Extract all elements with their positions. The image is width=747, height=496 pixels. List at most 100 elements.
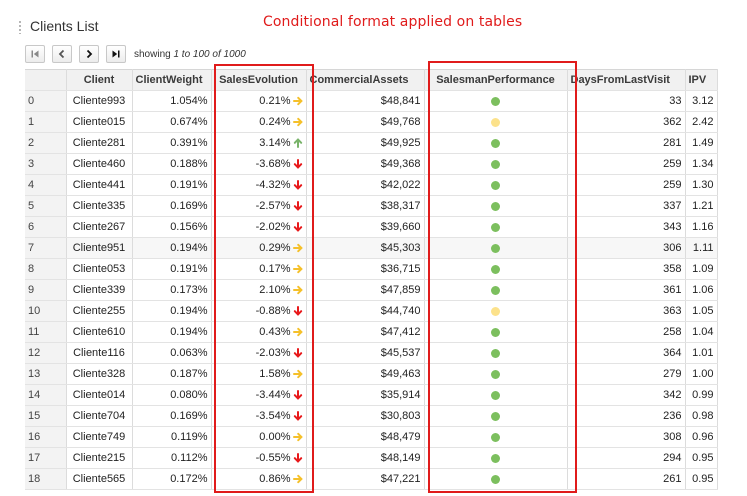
sales-evolution-value: 0.17% xyxy=(259,263,291,275)
client-cell: Cliente328 xyxy=(66,363,133,385)
salesman-performance-cell xyxy=(424,342,568,364)
ipv-cell: 0.96 xyxy=(685,426,718,448)
table-row[interactable]: 4 Cliente441 0.191% -4.32% $42,022 259 1.30 xyxy=(25,174,718,196)
table-row[interactable]: 17 Cliente215 0.112% -0.55% $48,149 294 0.95 xyxy=(25,447,718,469)
client-weight-cell: 0.191% xyxy=(132,174,212,196)
days-from-last-visit-cell: 258 xyxy=(567,321,686,343)
performance-dot-green-icon xyxy=(491,159,500,169)
days-from-last-visit-cell: 259 xyxy=(567,174,686,196)
sales-evolution-cell: 0.29% xyxy=(211,237,307,259)
client-weight-cell: 0.173% xyxy=(132,279,212,301)
next-page-icon xyxy=(86,49,93,59)
last-page-button[interactable] xyxy=(106,45,126,63)
table-row[interactable]: 9 Cliente339 0.173% 2.10% $47,859 361 1.06 xyxy=(25,279,718,301)
row-index: 15 xyxy=(25,405,67,427)
column-header-idx[interactable] xyxy=(25,69,67,91)
previous-page-button[interactable] xyxy=(52,45,72,63)
client-cell: Cliente749 xyxy=(66,426,133,448)
drag-handle-icon[interactable] xyxy=(18,20,22,34)
performance-dot-green-icon xyxy=(491,327,500,337)
client-weight-cell: 0.191% xyxy=(132,258,212,280)
client-cell: Cliente951 xyxy=(66,237,133,259)
sales-evolution-value: -2.02% xyxy=(255,221,291,233)
arrow-flat-icon xyxy=(292,243,303,253)
row-index: 3 xyxy=(25,153,67,175)
sales-evolution-value: 2.10% xyxy=(259,284,291,296)
sales-evolution-cell: 0.21% xyxy=(211,90,307,112)
client-weight-cell: 0.172% xyxy=(132,468,212,490)
table-row[interactable]: 6 Cliente267 0.156% -2.02% $39,660 343 1.16 xyxy=(25,216,718,238)
pagination-range: 1 to 100 of 1000 xyxy=(173,48,246,60)
table-row[interactable]: 18 Cliente565 0.172% 0.86% $47,221 261 0.95 xyxy=(25,468,718,490)
performance-dot-green-icon xyxy=(491,474,500,484)
table-row[interactable]: 2 Cliente281 0.391% 3.14% $49,925 281 1.49 xyxy=(25,132,718,154)
table-row[interactable]: 1 Cliente015 0.674% 0.24% $49,768 362 2.42 xyxy=(25,111,718,133)
sales-evolution-cell: 2.10% xyxy=(211,279,307,301)
performance-dot-green-icon xyxy=(491,390,500,400)
sales-evolution-value: -2.57% xyxy=(255,200,291,212)
client-cell: Cliente993 xyxy=(66,90,133,112)
client-cell: Cliente215 xyxy=(66,447,133,469)
days-from-last-visit-cell: 363 xyxy=(567,300,686,322)
client-weight-cell: 0.194% xyxy=(132,300,212,322)
salesman-performance-cell xyxy=(424,174,568,196)
sales-evolution-value: -2.03% xyxy=(255,347,291,359)
arrow-flat-icon xyxy=(292,327,303,337)
table-row[interactable]: 7 Cliente951 0.194% 0.29% $45,303 306 1.11 xyxy=(25,237,718,259)
client-weight-cell: 0.391% xyxy=(132,132,212,154)
table-row[interactable]: 5 Cliente335 0.169% -2.57% $38,317 337 1.21 xyxy=(25,195,718,217)
client-cell: Cliente116 xyxy=(66,342,133,364)
client-cell: Cliente441 xyxy=(66,174,133,196)
column-header-assets[interactable]: CommercialAssets xyxy=(306,69,425,91)
ipv-cell: 1.04 xyxy=(685,321,718,343)
column-header-ipv[interactable]: IPV xyxy=(685,69,718,91)
table-row[interactable]: 14 Cliente014 0.080% -3.44% $35,914 342 0.99 xyxy=(25,384,718,406)
client-cell: Cliente255 xyxy=(66,300,133,322)
ipv-cell: 1.01 xyxy=(685,342,718,364)
next-page-button[interactable] xyxy=(79,45,99,63)
column-header-sales[interactable]: SalesEvolution xyxy=(211,69,307,91)
column-header-perf[interactable]: SalesmanPerformance xyxy=(424,69,568,91)
column-header-days[interactable]: DaysFromLastVisit xyxy=(567,69,686,91)
client-weight-cell: 0.063% xyxy=(132,342,212,364)
client-cell: Cliente460 xyxy=(66,153,133,175)
arrow-down-icon xyxy=(293,390,302,400)
ipv-cell: 1.21 xyxy=(685,195,718,217)
client-weight-cell: 0.080% xyxy=(132,384,212,406)
performance-dot-green-icon xyxy=(491,138,500,148)
client-weight-cell: 0.119% xyxy=(132,426,212,448)
sales-evolution-value: -3.68% xyxy=(255,158,291,170)
table-row[interactable]: 10 Cliente255 0.194% -0.88% $44,740 363 1.05 xyxy=(25,300,718,322)
first-page-icon xyxy=(31,50,39,58)
sales-evolution-cell: -3.54% xyxy=(211,405,307,427)
previous-page-icon xyxy=(58,49,65,59)
table-row[interactable]: 3 Cliente460 0.188% -3.68% $49,368 259 1.34 xyxy=(25,153,718,175)
salesman-performance-cell xyxy=(424,468,568,490)
arrow-down-icon xyxy=(293,222,302,232)
column-header-weight[interactable]: ClientWeight xyxy=(132,69,212,91)
sales-evolution-value: 0.29% xyxy=(259,242,291,254)
table-row[interactable]: 11 Cliente610 0.194% 0.43% $47,412 258 1.04 xyxy=(25,321,718,343)
ipv-cell: 1.06 xyxy=(685,279,718,301)
sales-evolution-value: 0.43% xyxy=(259,326,291,338)
days-from-last-visit-cell: 343 xyxy=(567,216,686,238)
table-row[interactable]: 0 Cliente993 1.054% 0.21% $48,841 33 3.12 xyxy=(25,90,718,112)
table-row[interactable]: 16 Cliente749 0.119% 0.00% $48,479 308 0.96 xyxy=(25,426,718,448)
table-row[interactable]: 8 Cliente053 0.191% 0.17% $36,715 358 1.09 xyxy=(25,258,718,280)
performance-dot-green-icon xyxy=(491,180,500,190)
table-row[interactable]: 13 Cliente328 0.187% 1.58% $49,463 279 1.00 xyxy=(25,363,718,385)
days-from-last-visit-cell: 342 xyxy=(567,384,686,406)
commercial-assets-cell: $49,768 xyxy=(306,111,425,133)
salesman-performance-cell xyxy=(424,258,568,280)
performance-dot-green-icon xyxy=(491,285,500,295)
table-row[interactable]: 15 Cliente704 0.169% -3.54% $30,803 236 0.98 xyxy=(25,405,718,427)
column-header-client[interactable]: Client xyxy=(66,69,133,91)
days-from-last-visit-cell: 364 xyxy=(567,342,686,364)
table-header-row: Client ClientWeight SalesEvolution Commerci… xyxy=(25,69,718,91)
salesman-performance-cell xyxy=(424,405,568,427)
arrow-flat-icon xyxy=(292,432,303,442)
commercial-assets-cell: $44,740 xyxy=(306,300,425,322)
table-row[interactable]: 12 Cliente116 0.063% -2.03% $45,537 364 1.01 xyxy=(25,342,718,364)
first-page-button[interactable] xyxy=(25,45,45,63)
days-from-last-visit-cell: 281 xyxy=(567,132,686,154)
